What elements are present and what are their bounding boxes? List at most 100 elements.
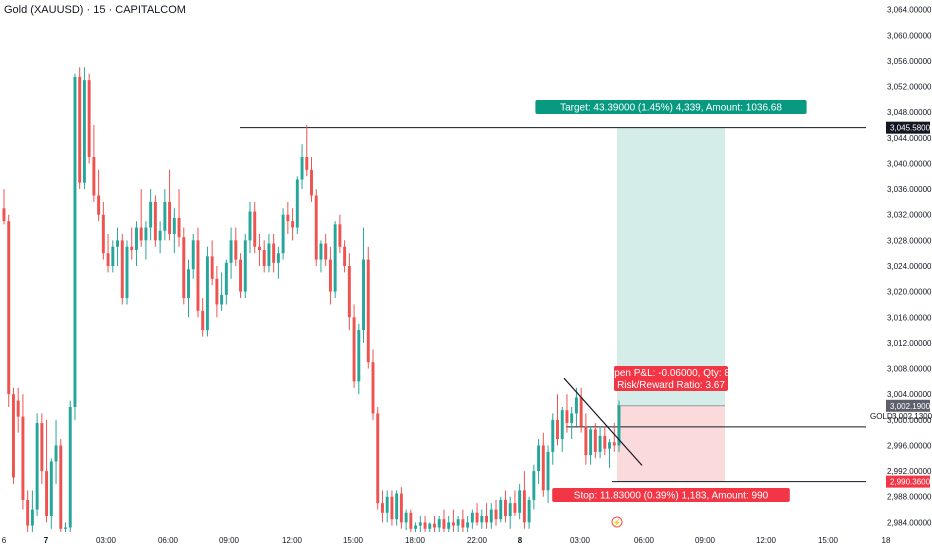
candle-body (229, 240, 233, 263)
y-tick-label: 3,032.00000 (887, 211, 932, 220)
candle (210, 240, 214, 286)
candle-body (584, 426, 588, 456)
candle-body (45, 471, 49, 516)
y-tick-label: 2,988.00000 (887, 493, 932, 502)
candle (26, 490, 30, 532)
candle-body (120, 240, 124, 299)
candle-body (272, 243, 276, 263)
candle-body (376, 413, 380, 504)
y-tick-label: 3,048.00000 (887, 108, 932, 117)
candle-body (518, 490, 522, 513)
event-icon: ⚡ (611, 516, 623, 528)
x-tick-label: 15:00 (818, 536, 839, 545)
candle (125, 240, 129, 305)
y-tick-label: 3,036.00000 (887, 185, 932, 194)
y-tick-label: 3,012.00000 (887, 339, 932, 348)
candle (593, 423, 597, 459)
candle (366, 246, 370, 369)
candle (570, 407, 574, 440)
candle-body (2, 208, 6, 222)
candle (111, 240, 115, 273)
candle (54, 419, 58, 484)
candle (40, 413, 44, 484)
y-tick-label: 3,060.00000 (887, 31, 932, 40)
pnl-box (614, 366, 728, 391)
candle-body (125, 246, 129, 299)
candle (45, 419, 49, 523)
candle (82, 67, 86, 190)
current-price-sub: 3,002.13000 (892, 412, 932, 421)
candle (248, 201, 252, 254)
candle (158, 221, 162, 254)
candle-body (106, 253, 110, 266)
y-tick-label: 3,064.00000 (887, 6, 932, 15)
candle (30, 490, 34, 532)
candle (130, 227, 134, 260)
candle-body (343, 246, 347, 266)
candle-body (101, 214, 105, 254)
candle-body (191, 240, 195, 270)
candle-body (598, 435, 602, 452)
candle (276, 246, 280, 279)
candle (144, 221, 148, 260)
candle-body (466, 522, 470, 528)
candle (78, 67, 82, 190)
stop-price-tag: 2,990.36000 (890, 478, 932, 487)
candle-body (111, 246, 115, 266)
candle-body (399, 493, 403, 523)
candle-body (59, 445, 63, 529)
candle (404, 509, 408, 531)
candle-body (617, 405, 621, 446)
candle (168, 169, 172, 241)
candle (286, 201, 290, 234)
candle (447, 515, 451, 532)
x-tick-label: 22:00 (467, 536, 488, 545)
candle-body (593, 429, 597, 452)
candle (589, 426, 593, 465)
candle-body (485, 515, 489, 523)
candle-body (168, 201, 172, 234)
candle (428, 522, 432, 532)
candle-body (182, 237, 186, 299)
candle-body (423, 522, 427, 529)
candle (489, 503, 493, 529)
candle-body (196, 240, 200, 311)
candle (177, 189, 181, 247)
candle (172, 208, 176, 254)
x-tick-label: 06:00 (634, 536, 655, 545)
candle-body (177, 217, 181, 238)
candle (196, 227, 200, 318)
candle-body (248, 211, 252, 241)
candle-body (220, 294, 224, 305)
candle (224, 259, 228, 305)
candle (414, 522, 418, 532)
candle-body (328, 259, 332, 292)
candle-body (243, 240, 247, 292)
candle (106, 233, 110, 273)
y-tick-label: 3,044.00000 (887, 134, 932, 143)
candle-body (574, 397, 578, 414)
symbol-label: GOLD (870, 412, 893, 421)
candle (314, 189, 318, 266)
y-tick-label: 2,984.00000 (887, 518, 932, 527)
candle-body (78, 76, 82, 183)
candle-body (503, 499, 507, 516)
candle (522, 471, 526, 529)
candle (163, 189, 167, 241)
x-tick-label: 18 (882, 536, 891, 545)
candle-body (442, 519, 446, 529)
candle-body (295, 179, 299, 228)
candle (456, 515, 460, 532)
candle (272, 233, 276, 273)
candle-body (589, 429, 593, 456)
x-tick-label: 12:00 (282, 536, 303, 545)
candle (352, 304, 356, 388)
candle (220, 272, 224, 311)
candle (2, 189, 6, 225)
stop-price-tag-bg (886, 475, 930, 488)
candle (205, 246, 209, 337)
candle (395, 490, 399, 526)
candle (239, 253, 243, 299)
candle-body (499, 499, 503, 520)
